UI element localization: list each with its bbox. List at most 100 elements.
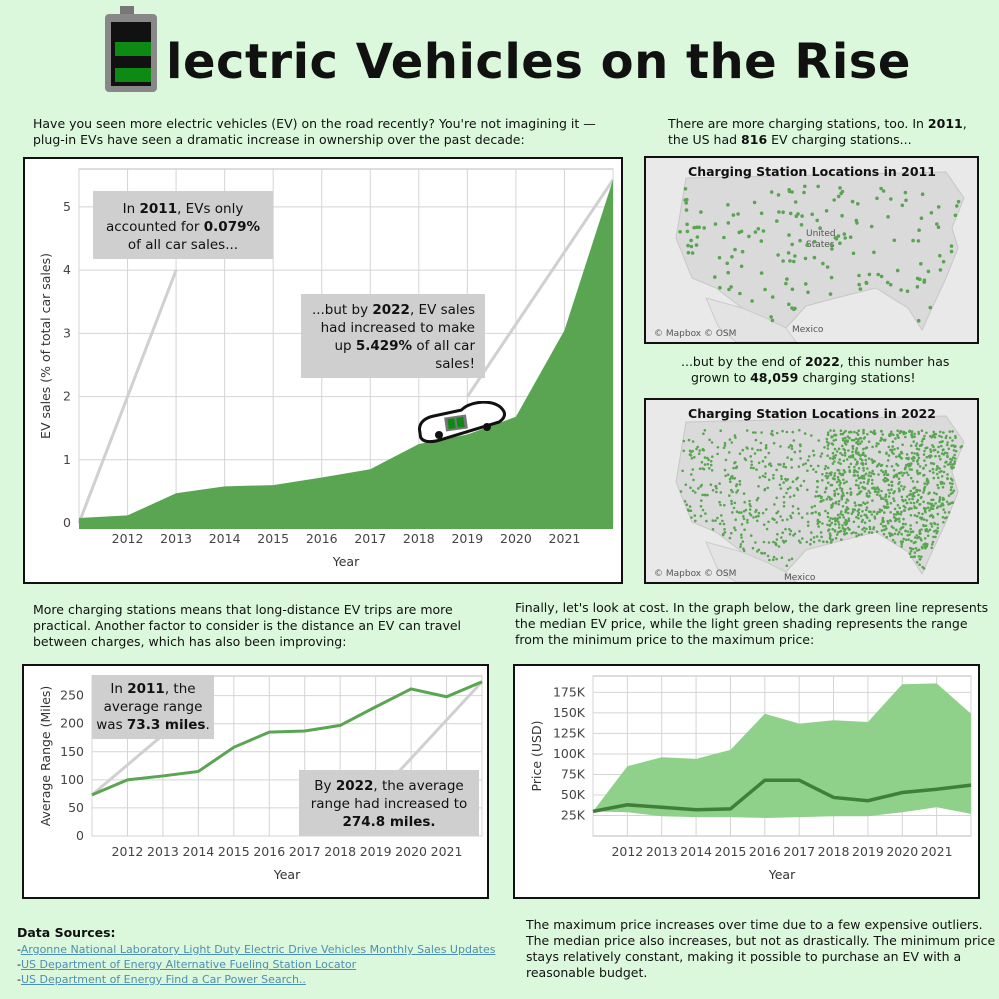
station-dot <box>915 460 919 463</box>
station-dot <box>905 501 909 505</box>
station-dot <box>711 488 715 492</box>
station-dot <box>773 503 776 506</box>
station-dot <box>852 438 856 442</box>
station-dot <box>780 556 784 559</box>
station-dot <box>832 429 836 432</box>
station-dot <box>702 226 706 230</box>
station-dot <box>761 459 765 463</box>
station-dot <box>799 541 802 544</box>
station-dot <box>816 522 820 525</box>
station-dot <box>854 483 858 487</box>
station-dot <box>715 487 718 490</box>
station-dot <box>857 511 861 515</box>
station-dot <box>709 460 713 463</box>
station-dot <box>885 280 890 285</box>
station-dot <box>793 254 797 258</box>
station-dot <box>784 539 788 543</box>
station-dot <box>685 229 690 234</box>
station-dot <box>703 456 707 459</box>
station-dot <box>693 514 697 517</box>
station-dot <box>699 210 703 214</box>
station-dot <box>763 475 767 479</box>
station-dot <box>849 491 853 494</box>
x-tick-label: 2015 <box>715 844 747 859</box>
station-dot <box>682 449 685 453</box>
station-dot <box>847 431 851 434</box>
station-dot <box>803 184 807 189</box>
x-tick-label: 2013 <box>160 531 192 546</box>
station-dot <box>878 494 882 497</box>
title-rest: lectric Vehicles on the Rise <box>166 34 911 90</box>
station-dot <box>829 534 832 537</box>
station-dot <box>867 489 870 493</box>
station-dot <box>870 531 874 534</box>
station-dot <box>769 315 773 319</box>
station-dot <box>924 529 928 533</box>
station-dot <box>814 470 818 474</box>
station-dot <box>871 478 874 482</box>
station-dot <box>691 489 695 493</box>
station-dot <box>758 476 762 479</box>
station-dot <box>886 459 890 462</box>
station-dot <box>922 491 925 494</box>
station-dot <box>841 437 845 440</box>
station-dot <box>860 459 864 462</box>
station-dot <box>928 509 931 512</box>
station-dot <box>763 487 767 491</box>
station-dot <box>833 447 837 451</box>
y-tick-label: 150K <box>553 705 586 720</box>
station-dot <box>792 439 796 442</box>
source-link-afdc[interactable]: US Department of Energy Alternative Fuel… <box>20 958 357 971</box>
station-dot <box>689 486 692 489</box>
station-dot <box>864 458 868 462</box>
station-dot <box>786 487 790 491</box>
map-2011[interactable]: Charging Station Locations in 2011 Unite… <box>646 158 977 342</box>
station-dot <box>923 434 926 438</box>
station-dot <box>918 532 921 535</box>
station-dot <box>923 459 926 462</box>
station-dot <box>739 229 744 234</box>
range-intro-line: between charges, which has also been imp… <box>33 634 347 649</box>
station-dot <box>846 511 850 515</box>
station-dot <box>949 460 952 464</box>
station-dot <box>882 524 885 528</box>
station-dot <box>837 447 841 451</box>
station-dot <box>831 502 835 505</box>
callout-text: , the average <box>373 778 464 794</box>
station-dot <box>806 458 810 462</box>
station-dot <box>790 287 795 292</box>
station-dot <box>776 253 780 257</box>
station-dot <box>916 480 919 484</box>
station-dot <box>923 509 927 513</box>
station-dot <box>862 481 866 484</box>
source-link-argonne[interactable]: Argonne National Laboratory Light Duty E… <box>20 943 496 956</box>
station-dot <box>759 441 763 445</box>
station-dot <box>934 432 938 436</box>
source-link-fueleconomy[interactable]: US Department of Energy Find a Car Power… <box>20 973 306 986</box>
station-dot <box>948 482 952 485</box>
station-dot <box>928 514 932 518</box>
station-dot <box>925 477 929 481</box>
station-dot <box>925 455 929 459</box>
station-dot <box>945 452 949 455</box>
station-dot <box>756 227 761 231</box>
station-dot <box>864 280 868 285</box>
station-dot <box>742 515 745 518</box>
station-dot <box>901 522 905 526</box>
station-dot <box>834 519 837 523</box>
station-dot <box>901 443 904 446</box>
station-dot <box>936 225 941 229</box>
station-dot <box>825 497 829 501</box>
station-dot <box>865 446 869 449</box>
map-2022[interactable]: Charging Station Locations in 2022 Mexic… <box>646 400 977 582</box>
x-axis-title: Year <box>768 867 796 882</box>
station-dot <box>948 430 952 433</box>
station-dot <box>843 530 846 533</box>
station-dot <box>837 492 840 496</box>
station-dot <box>909 546 912 550</box>
station-dot <box>840 489 844 493</box>
station-dot <box>907 456 910 460</box>
station-dot <box>944 461 947 464</box>
station-dot <box>885 473 889 477</box>
station-dot <box>929 448 932 451</box>
